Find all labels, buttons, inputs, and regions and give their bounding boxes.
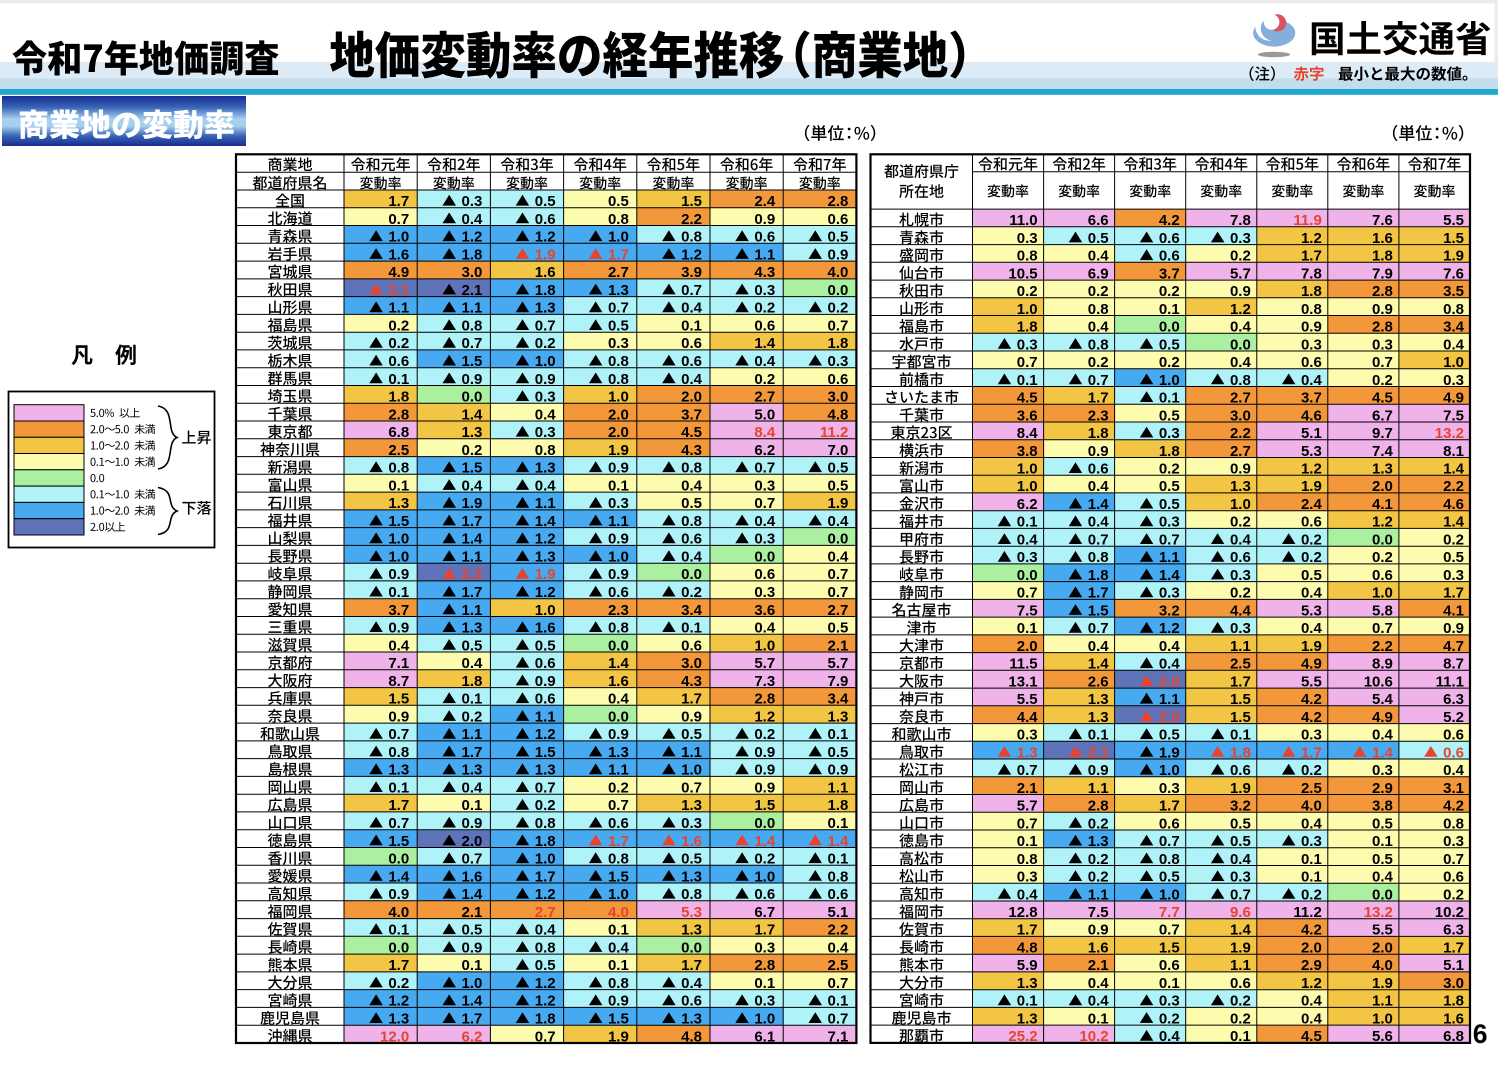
svg-text:6: 6 [1473,1019,1488,1049]
